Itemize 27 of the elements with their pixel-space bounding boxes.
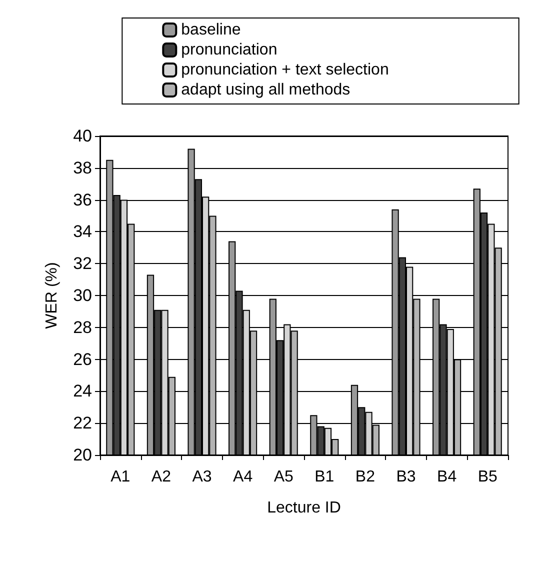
x-tick-label: A3	[192, 468, 212, 486]
x-tick-label: B4	[437, 468, 457, 486]
y-axis-title: WER (%)	[44, 262, 60, 329]
legend-label: adapt using all methods	[181, 82, 350, 98]
y-tick-label: 20	[73, 446, 92, 464]
x-axis-title: Lecture ID	[267, 500, 341, 516]
y-tick-label: 24	[73, 382, 92, 401]
y-tick-label: 36	[73, 190, 92, 210]
y-tick-label: 30	[73, 286, 92, 305]
x-tick-label: B5	[478, 468, 498, 486]
x-tick-label: A4	[233, 468, 253, 486]
x-tick-label: B3	[396, 468, 416, 486]
y-tick-label: 40	[73, 126, 92, 146]
legend-label: pronunciation	[181, 42, 278, 58]
x-tick-label: A2	[151, 468, 172, 486]
x-tick-label: B2	[355, 468, 376, 486]
y-tick-label: 28	[73, 318, 92, 337]
x-tick-label: B1	[314, 468, 334, 486]
legend-label: baseline	[181, 22, 241, 38]
y-tick-label: 22	[73, 414, 92, 433]
y-tick-label: 38	[73, 158, 92, 178]
y-tick-label: 32	[73, 254, 92, 274]
legend-label: pronunciation + text selection	[181, 62, 389, 78]
x-tick-label: A5	[274, 468, 294, 486]
y-tick-label: 34	[73, 222, 92, 242]
x-tick-label: A1	[110, 468, 130, 486]
y-tick-label: 26	[73, 350, 92, 369]
